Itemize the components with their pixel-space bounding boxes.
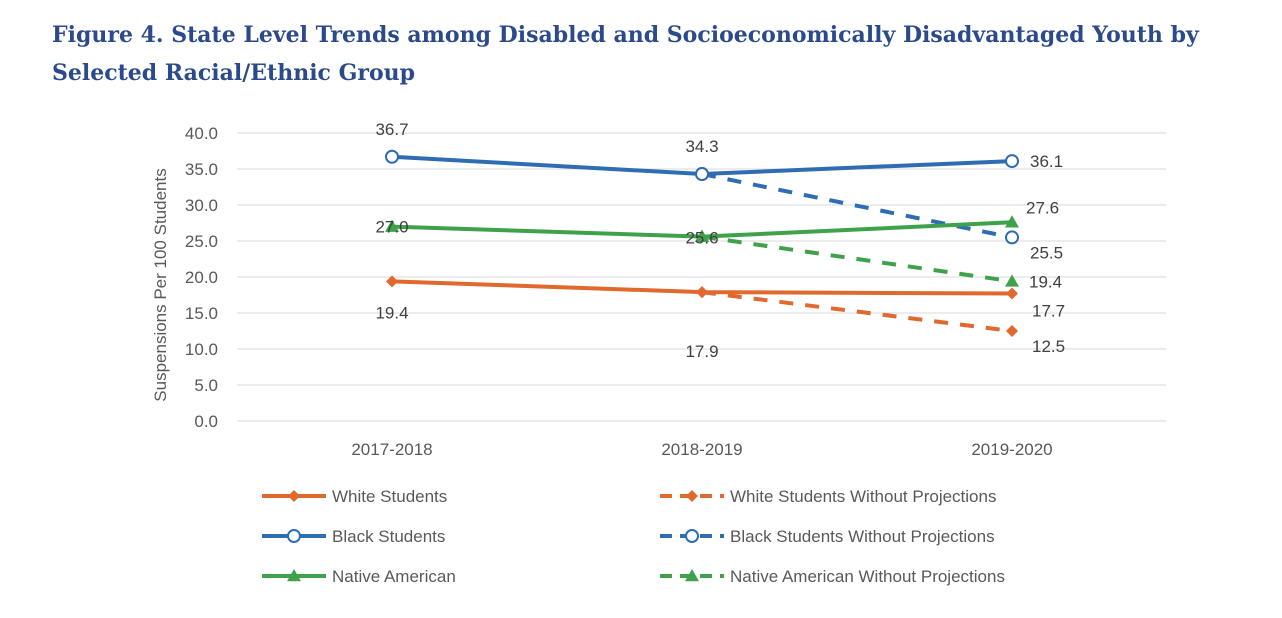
legend-marker xyxy=(685,569,699,582)
data-labels: 19.4 17.9 17.7 12.5 36.7 34.3 36.1 25.5 27.0 25.6… xyxy=(375,120,1065,361)
data-label: 17.7 xyxy=(1032,302,1065,321)
legend-marker xyxy=(287,569,301,582)
data-point-black-students xyxy=(695,167,709,182)
y-tick-label: 25.0 xyxy=(185,232,218,251)
y-tick-label: 20.0 xyxy=(185,268,218,287)
data-label: 27.6 xyxy=(1026,198,1059,217)
data-point-native-american-without-projections xyxy=(1005,274,1019,287)
data-label: 19.4 xyxy=(1029,272,1062,291)
data-point-white-students xyxy=(1006,287,1018,300)
legend: White Students Black Students Native Ameri… xyxy=(262,487,1005,586)
y-axis-label: Suspensions Per 100 Students xyxy=(151,168,170,401)
legend-item-white-students: White Students xyxy=(262,487,447,506)
legend-item-white-students-without-projections: White Students Without Projections xyxy=(660,487,996,506)
data-label: 25.6 xyxy=(685,229,718,248)
x-tick-label: 2019-2020 xyxy=(971,440,1052,459)
chart-title: Figure 4. State Level Trends among Disab… xyxy=(52,22,1199,86)
data-label: 34.3 xyxy=(685,137,718,156)
data-label: 17.9 xyxy=(685,342,718,361)
data-point-native-american xyxy=(385,219,399,232)
legend-marker xyxy=(287,529,301,543)
series-line-native-american-without-projections xyxy=(701,234,1013,284)
data-point-black-students-without-projections xyxy=(1005,230,1019,245)
data-point-black-students xyxy=(1005,154,1019,169)
data-point-white-students xyxy=(386,275,398,288)
data-label: 19.4 xyxy=(375,303,408,322)
y-tick-label: 40.0 xyxy=(185,124,218,143)
data-point-white-students-without-projections xyxy=(1006,325,1018,337)
legend-marker xyxy=(685,529,699,543)
data-point-white-students xyxy=(696,286,708,299)
legend-label: White Students xyxy=(332,487,447,506)
series-markers xyxy=(385,149,1019,337)
y-tick-label: 10.0 xyxy=(185,340,218,359)
series-line-white-students-without-projections xyxy=(701,290,1013,333)
legend-label: Black Students Without Projections xyxy=(730,527,995,546)
legend-item-black-students: Black Students xyxy=(262,527,445,546)
data-label: 12.5 xyxy=(1032,337,1065,356)
y-tick-label: 35.0 xyxy=(185,160,218,179)
legend-marker xyxy=(686,490,698,502)
y-tick-label: 5.0 xyxy=(194,376,218,395)
legend-marker xyxy=(288,490,300,502)
y-tick-label: 0.0 xyxy=(194,412,218,431)
legend-label: White Students Without Projections xyxy=(730,487,996,506)
legend-label: Native American Without Projections xyxy=(730,567,1005,586)
data-point-black-students xyxy=(385,149,399,164)
y-axis-ticks: 0.0 5.0 10.0 15.0 20.0 25.0 30.0 35.0 40.0 xyxy=(185,124,218,431)
legend-item-native-american-without-projections: Native American Without Projections xyxy=(660,567,1005,586)
x-tick-label: 2017-2018 xyxy=(351,440,432,459)
data-point-native-american xyxy=(695,229,709,242)
data-label: 25.5 xyxy=(1030,243,1063,262)
legend-item-black-students-without-projections: Black Students Without Projections xyxy=(660,527,995,546)
x-axis-ticks: 2017-2018 2018-2019 2019-2020 xyxy=(351,440,1052,459)
y-tick-label: 15.0 xyxy=(185,304,218,323)
data-label: 36.1 xyxy=(1030,152,1063,171)
series-line-black-students-without-projections xyxy=(701,172,1013,240)
x-tick-label: 2018-2019 xyxy=(661,440,742,459)
data-label: 36.7 xyxy=(375,120,408,139)
data-label: 27.0 xyxy=(375,218,408,237)
legend-label: Black Students xyxy=(332,527,445,546)
data-point-native-american xyxy=(1005,215,1019,228)
legend-item-native-american: Native American xyxy=(262,567,456,586)
y-tick-label: 30.0 xyxy=(185,196,218,215)
legend-label: Native American xyxy=(332,567,456,586)
